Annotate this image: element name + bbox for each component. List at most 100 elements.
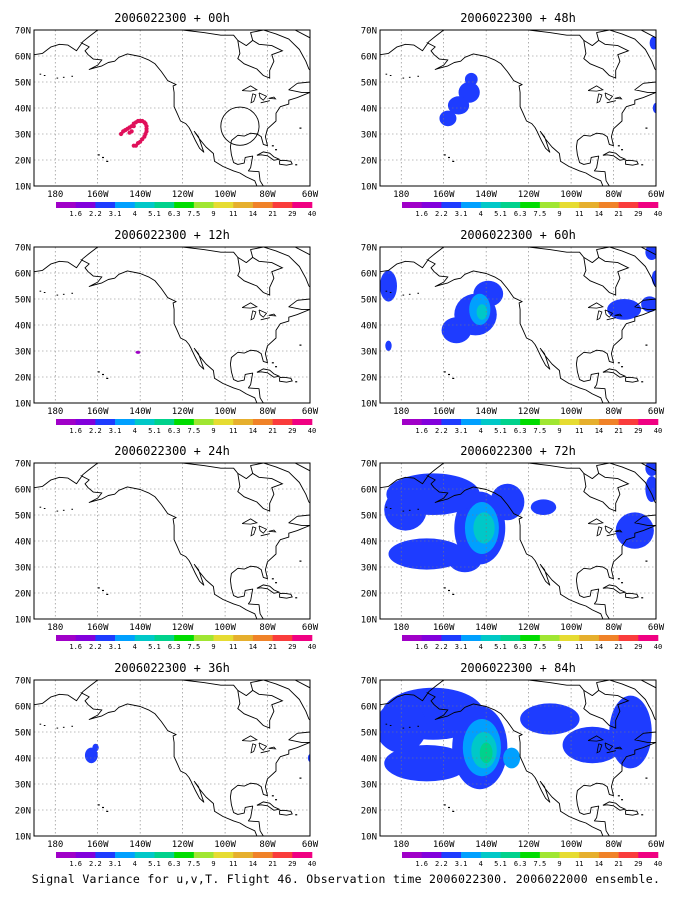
island-mark [299,560,302,562]
latitude-tick-label: 70N [361,27,377,37]
colorbar-swatch [559,419,580,425]
colorbar-swatch [233,419,254,425]
colorbar-swatch [480,635,501,641]
colorbar-swatch [272,852,293,858]
latitude-tick-label: 70N [361,244,377,254]
colorbar-swatch [193,202,214,208]
colorbar-swatch [56,852,76,858]
colorbar-swatch [461,419,482,425]
island-mark [106,160,109,162]
colorbar-swatch [174,202,195,208]
longitude-tick-label: 180 [393,840,409,850]
colorbar-label: 21 [268,210,276,218]
colorbar-label: 3.1 [455,860,468,868]
colorbar-label: 2.2 [89,427,102,435]
longitude-tick-label: 80W [259,190,276,200]
forecast-panel: 2006022300 + 72h 10N 20N 30N 40N 50N 60N 70N 180… [361,444,665,651]
latitude-tick-label: 70N [361,460,377,470]
colorbar-label: 1.6 [69,210,82,218]
colorbar-swatch [402,635,422,641]
north-america-coastline [380,30,656,186]
north-america-coastline [380,247,656,403]
colorbar-label: 6.3 [514,643,527,651]
colorbar-label: 11 [229,210,237,218]
colorbar-label: 7.5 [534,427,547,435]
colorbar-label: 6.3 [168,210,181,218]
colorbar-label: 14 [249,427,257,435]
colorbar-swatch [559,635,580,641]
colorbar-swatch [579,202,600,208]
colorbar-swatch [75,202,96,208]
colorbar-swatch [638,202,659,208]
colorbar-label: 4 [133,427,137,435]
colorbar-swatch [115,202,136,208]
latitude-tick-label: 50N [15,729,31,739]
great-lake-outline [250,743,257,754]
cuba-coastline [256,151,281,161]
colorbar-label: 7.5 [188,643,201,651]
longitude-tick-label: 120W [518,407,540,417]
variance-contour [649,36,656,50]
forecast-panel: 2006022300 + 12h 10N 20N 30N 40N 50N 60N 70N 180… [15,228,319,435]
island-mark [645,344,648,346]
variance-contour [307,754,310,762]
latitude-tick-label: 20N [361,157,377,167]
island-mark [102,806,104,809]
longitude-tick-label: 100W [560,407,582,417]
latitude-tick-label: 30N [15,781,31,791]
longitude-tick-label: 140W [129,623,151,633]
longitude-tick-label: 120W [518,190,540,200]
island-mark [56,294,59,296]
latitude-tick-label: 70N [15,677,31,687]
latitude-tick-label: 50N [361,512,377,522]
north-america-coastline [34,680,310,836]
variance-contour [503,747,521,769]
colorbar-swatch [233,202,254,208]
map-area [34,463,310,619]
great-lake-outline [241,518,258,525]
island-mark [43,292,46,293]
island-mark [106,810,109,812]
island-mark [385,73,388,75]
island-mark [106,377,109,379]
colorbar-swatch [292,202,313,208]
great-lake-outline [606,533,616,537]
colorbar-label: 1.6 [415,210,428,218]
colorbar-label: 3.1 [109,643,122,651]
colorbar-label: 1.6 [69,643,82,651]
colorbar-swatch [292,419,313,425]
island-mark [448,373,450,376]
map-area [380,463,656,619]
island-mark [617,578,620,580]
colorbar-label: 29 [634,643,642,651]
great-lake-outline [614,96,623,100]
colorbar: 1.6 2.2 3.1 4 5.1 6.3 7.5 9 11 14 21 29 40 [402,635,662,651]
latitude-tick-label: 50N [361,296,377,306]
colorbar-swatch [441,852,462,858]
map-frame [33,246,311,404]
island-mark [389,508,392,509]
colorbar-label: 9 [211,210,215,218]
colorbar-label: 9 [557,210,561,218]
colorbar-swatch [174,852,195,858]
great-lake-outline [596,743,603,754]
island-mark [71,508,74,510]
colorbar-swatch [598,635,619,641]
great-lake-outline [241,85,258,92]
island-mark [43,75,46,76]
variance-contour [384,489,427,531]
colorbar-label: 21 [614,860,622,868]
target-region-circle [220,106,260,146]
great-lake-outline [268,746,277,750]
longitude-tick-label: 180 [47,407,63,417]
colorbar-label: 4 [479,643,483,651]
greenland-coastline [294,30,310,39]
island-mark [621,799,624,801]
colorbar-label: 14 [249,643,257,651]
hispaniola-coastline [625,159,639,166]
great-lake-outline [258,742,268,751]
colorbar-swatch [115,419,136,425]
latitude-tick-label: 60N [361,270,377,280]
panel-title: 2006022300 + 00h [114,11,230,25]
island-mark [408,293,411,295]
